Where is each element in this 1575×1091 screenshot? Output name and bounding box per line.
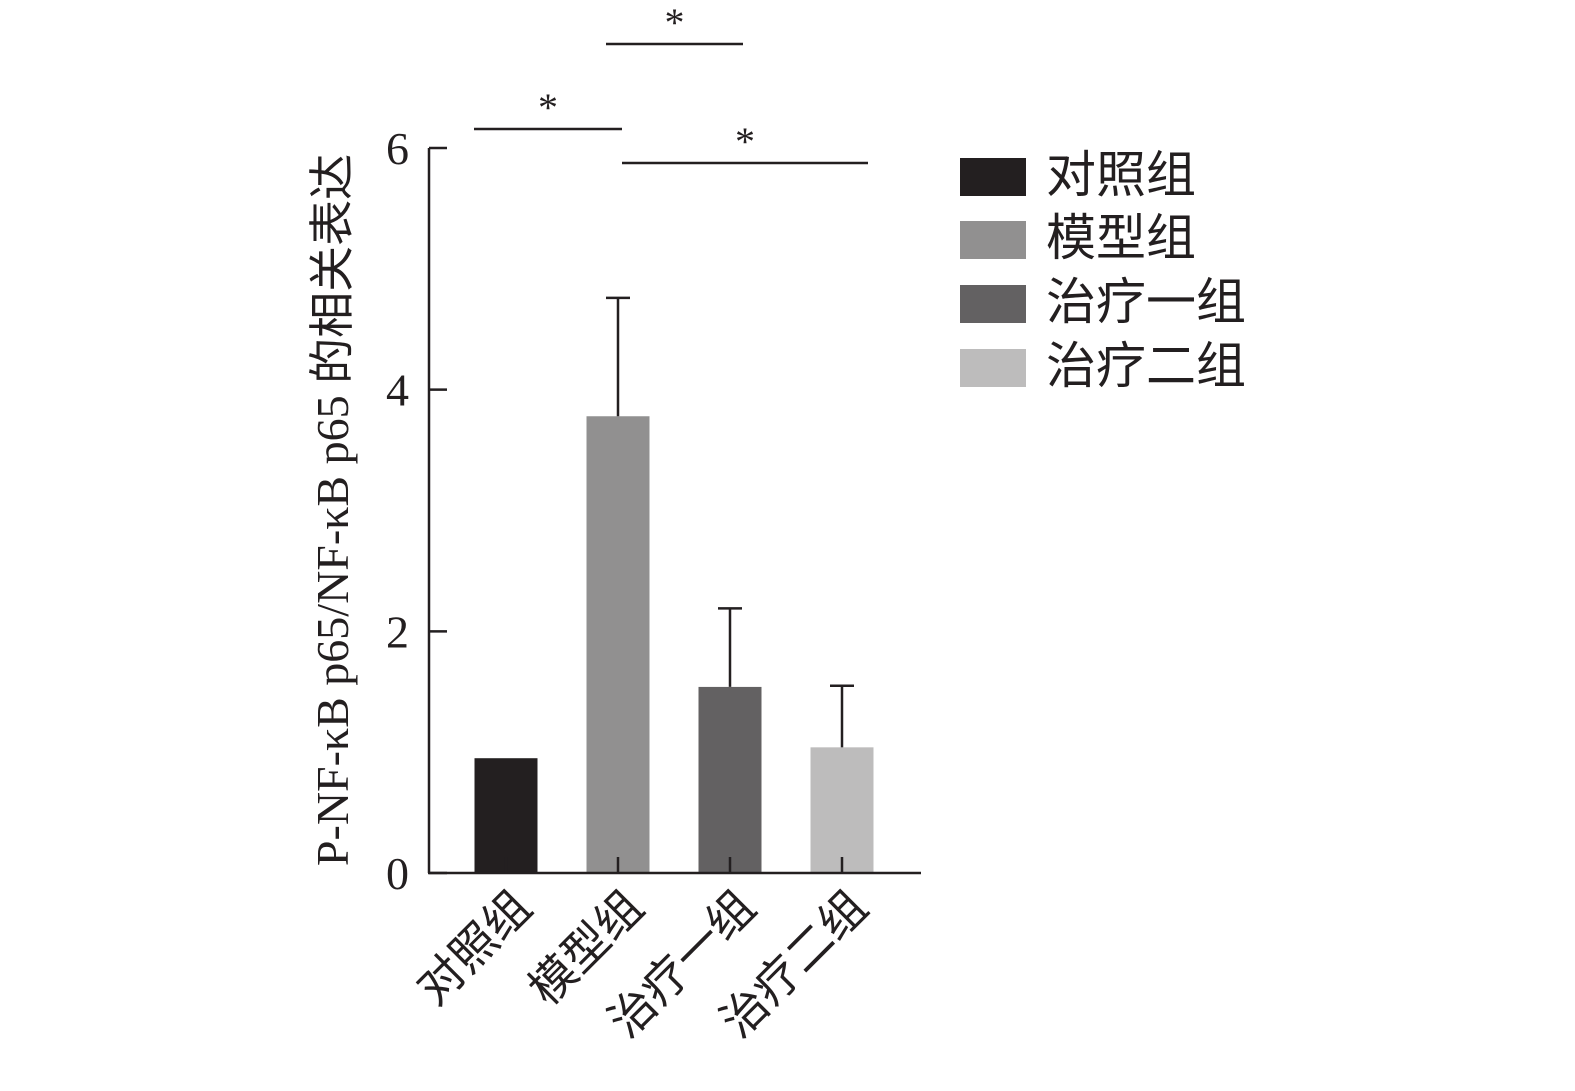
legend-swatch [960, 221, 1026, 259]
axes-layer [427, 148, 921, 875]
bar [810, 747, 874, 873]
bar [586, 416, 650, 873]
y-tick-label: 0 [386, 848, 409, 899]
legend-swatch [960, 349, 1026, 387]
legend-swatch [960, 158, 1026, 196]
x-tick-label: 对照组 [407, 881, 541, 1015]
error-bars-layer [606, 296, 854, 748]
y-axis-label: P-NF-κB p65/NF-κB p65 的相关表达 [307, 154, 358, 866]
y-tick-label: 2 [386, 606, 409, 657]
bars-layer [474, 416, 874, 873]
y-tick-label: 6 [386, 123, 409, 174]
legend-label: 治疗二组 [1046, 338, 1246, 394]
legend-label: 模型组 [1046, 210, 1196, 266]
significance-marker: * [735, 119, 755, 164]
y-tick-label: 4 [386, 365, 409, 416]
y-ticks-layer: 0 2 4 6 [386, 123, 447, 899]
bar [474, 758, 538, 873]
legend-label: 对照组 [1046, 147, 1196, 203]
significance-layer: * * * [474, 0, 868, 165]
legend-swatch [960, 285, 1026, 323]
bar [698, 686, 762, 873]
significance-marker: * [538, 85, 558, 130]
legend-label: 治疗一组 [1046, 274, 1246, 330]
significance-marker: * [665, 0, 685, 45]
